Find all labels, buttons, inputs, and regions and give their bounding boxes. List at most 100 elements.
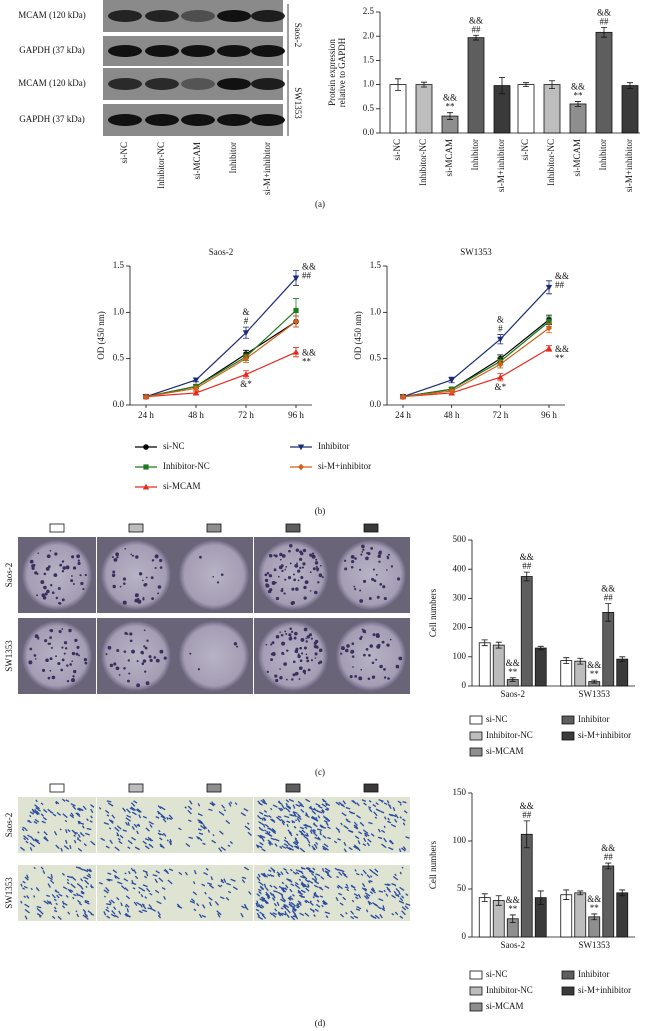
cell — [78, 807, 84, 812]
colony — [216, 581, 220, 584]
cell — [319, 830, 322, 833]
blot-band — [145, 45, 179, 57]
cell — [77, 820, 80, 825]
cell — [304, 878, 310, 883]
colony — [105, 653, 108, 656]
cell — [357, 840, 361, 845]
cell — [381, 829, 386, 834]
cell — [87, 873, 92, 877]
cell — [244, 825, 251, 831]
colony — [274, 674, 278, 678]
lane-label: si-MCAM — [192, 142, 202, 180]
annotation: & — [497, 315, 504, 325]
x-tick-label: SW1353 — [579, 689, 611, 699]
cell — [311, 909, 315, 913]
bar — [574, 892, 587, 938]
cell — [86, 874, 92, 879]
cell — [344, 886, 349, 889]
cell — [356, 802, 360, 807]
cell — [298, 902, 302, 906]
cell — [374, 868, 379, 873]
cell — [108, 827, 112, 830]
colony — [295, 548, 299, 552]
cell — [285, 884, 289, 889]
colony — [378, 560, 381, 563]
cell — [401, 906, 407, 911]
cell — [125, 912, 131, 918]
colony — [265, 583, 269, 587]
cell — [286, 820, 291, 824]
colony — [136, 683, 140, 688]
marker — [297, 444, 305, 451]
y-tick-label: 1.0 — [113, 306, 125, 316]
cell — [310, 829, 316, 834]
colony — [277, 575, 280, 578]
colony — [313, 644, 318, 649]
cell — [281, 881, 285, 885]
cell — [369, 891, 374, 895]
colony — [131, 554, 135, 557]
cell — [65, 894, 69, 898]
cell — [106, 915, 111, 919]
cell — [383, 889, 386, 893]
cell — [26, 895, 30, 899]
colony — [112, 570, 116, 574]
annotation: && — [571, 82, 585, 92]
cell — [131, 836, 137, 841]
cell — [75, 812, 81, 818]
legend-label: si-NC — [486, 714, 508, 724]
colony — [153, 656, 157, 659]
cell — [149, 824, 153, 828]
cell — [79, 822, 85, 825]
cell — [300, 889, 306, 894]
cell — [98, 806, 102, 810]
cell — [398, 900, 405, 904]
blot-band — [251, 10, 285, 22]
cell — [71, 875, 77, 881]
cell — [247, 831, 252, 836]
cell — [67, 829, 71, 833]
colony — [60, 668, 64, 672]
plate-well — [22, 621, 92, 691]
annotation: && — [302, 348, 316, 358]
annotation: && — [506, 658, 520, 668]
y-tick-label: 1.5 — [113, 260, 125, 270]
cell — [188, 836, 193, 839]
plate-well — [179, 621, 249, 691]
legend-swatch — [469, 970, 483, 980]
colony — [47, 642, 50, 645]
cell — [312, 823, 318, 828]
colony — [71, 651, 76, 656]
cell — [217, 913, 221, 918]
blot-band — [251, 45, 285, 57]
colony — [306, 659, 310, 663]
cell — [266, 896, 270, 900]
colony — [302, 548, 307, 553]
colony — [301, 640, 304, 642]
cell — [343, 873, 348, 878]
cell — [367, 900, 373, 905]
cell — [61, 872, 65, 876]
cell — [265, 893, 270, 898]
cell — [133, 901, 138, 906]
y-axis-label: Cell numbers — [428, 588, 438, 637]
colony — [68, 628, 72, 633]
y-tick-label: 500 — [453, 534, 467, 544]
cell — [197, 803, 201, 807]
x-tick-label: 72 h — [492, 410, 508, 420]
cell — [185, 842, 191, 848]
cell — [333, 840, 338, 844]
cell — [131, 882, 137, 885]
swatch — [49, 523, 65, 533]
cell — [131, 825, 135, 831]
cell — [24, 915, 28, 920]
cell — [53, 906, 57, 910]
cell — [267, 827, 272, 831]
cell — [276, 871, 282, 876]
cell — [313, 843, 317, 847]
cell — [373, 811, 378, 817]
cell — [274, 908, 278, 912]
colony — [371, 577, 375, 581]
marker — [448, 387, 455, 395]
colony — [314, 657, 317, 659]
